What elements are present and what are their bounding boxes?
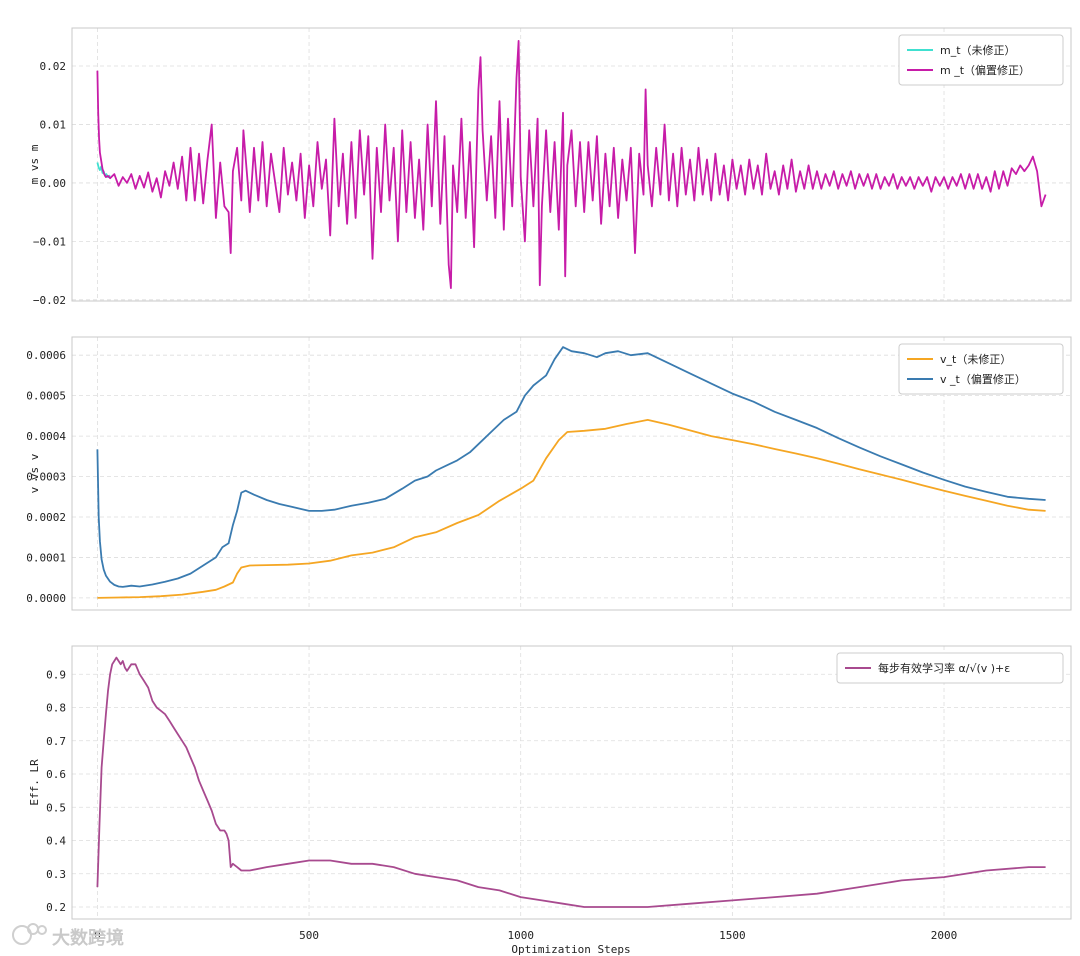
legend: 每步有效学习率 α/√(v )+ε (836, 652, 1064, 684)
x-tick-label: 1500 (719, 929, 746, 942)
panel-2: 0.0000 0.0001 0.0002 0.0003 0.0004 0.0005 0.00… (26, 336, 1072, 611)
watermark: 大数跨境 (12, 923, 124, 949)
y-axis-title: m vs m (28, 144, 41, 184)
x-tick-label: 500 (299, 929, 319, 942)
y-axis-title: Eff. LR (28, 759, 41, 806)
x-axis-title-group: Optimization Steps (511, 943, 630, 956)
camera-icon (12, 923, 47, 945)
x-tick-label: 2000 (931, 929, 958, 942)
legend: m_t（未修正）m _t（偏置修正） (898, 34, 1064, 86)
x-tick-label: 0 (94, 929, 101, 942)
y-tick-label: 0.02 (40, 60, 67, 73)
y-tick-label: 0.5 (46, 801, 66, 814)
y-tick-label: 0.0006 (26, 349, 66, 362)
series-line-1 (96, 656, 1046, 908)
legend-box (898, 343, 1064, 395)
y-tick-label: 0.0000 (26, 592, 66, 605)
plot-frame (71, 336, 1072, 611)
y-tick-label: 0.4 (46, 835, 66, 848)
x-axis-title: Optimization Steps (511, 943, 630, 956)
legend: v_t（未修正）v _t（偏置修正） (898, 343, 1064, 395)
y-tick-label: 0.0004 (26, 430, 66, 443)
legend-box (898, 34, 1064, 86)
legend-label: v _t（偏置修正） (940, 372, 1026, 386)
series-line-2 (96, 40, 1047, 289)
legend-label: m _t（偏置修正） (940, 63, 1030, 77)
plot-frame (71, 645, 1072, 920)
y-tick-label: −0.01 (33, 235, 66, 248)
y-tick-label: 0.6 (46, 768, 66, 781)
legend-label: 每步有效学习率 α/√(v )+ε (878, 661, 1010, 675)
y-axis-title: v vs v (28, 453, 41, 493)
panel-1: −0.02 −0.01 0.00 0.01 0.02 m vs m m_t（未修正）m _t… (28, 27, 1072, 307)
y-tick-label: 0.0001 (26, 551, 66, 564)
series-line-2 (96, 346, 1046, 588)
y-tick-label: 0.0002 (26, 511, 66, 524)
y-tick-label: 0.2 (46, 901, 66, 914)
legend-label: v_t（未修正） (940, 352, 1011, 366)
series-line-1 (97, 419, 1046, 599)
y-tick-label: 0.00 (40, 177, 67, 190)
y-tick-label: 0.8 (46, 702, 66, 715)
y-tick-label: 0.3 (46, 868, 66, 881)
y-tick-label: 0.01 (40, 118, 67, 131)
plot-frame (71, 27, 1072, 302)
y-tick-label: −0.02 (33, 294, 66, 307)
watermark-text: 大数跨境 (52, 927, 124, 949)
legend-box (836, 652, 1064, 684)
x-tick-label: 1000 (507, 929, 534, 942)
y-tick-label: 0.0003 (26, 471, 66, 484)
y-tick-label: 0.7 (46, 735, 66, 748)
panels: −0.02 −0.01 0.00 0.01 0.02 m vs m m_t（未修正）m _t… (26, 27, 1072, 942)
y-tick-label: 0.0005 (26, 390, 66, 403)
legend-label: m_t（未修正） (940, 43, 1016, 57)
y-tick-label: 0.9 (46, 668, 66, 681)
panel-3: 0.2 0.3 0.4 0.5 0.6 0.7 0.8 0.9 0 500 1000 1500 2000… (28, 645, 1072, 942)
